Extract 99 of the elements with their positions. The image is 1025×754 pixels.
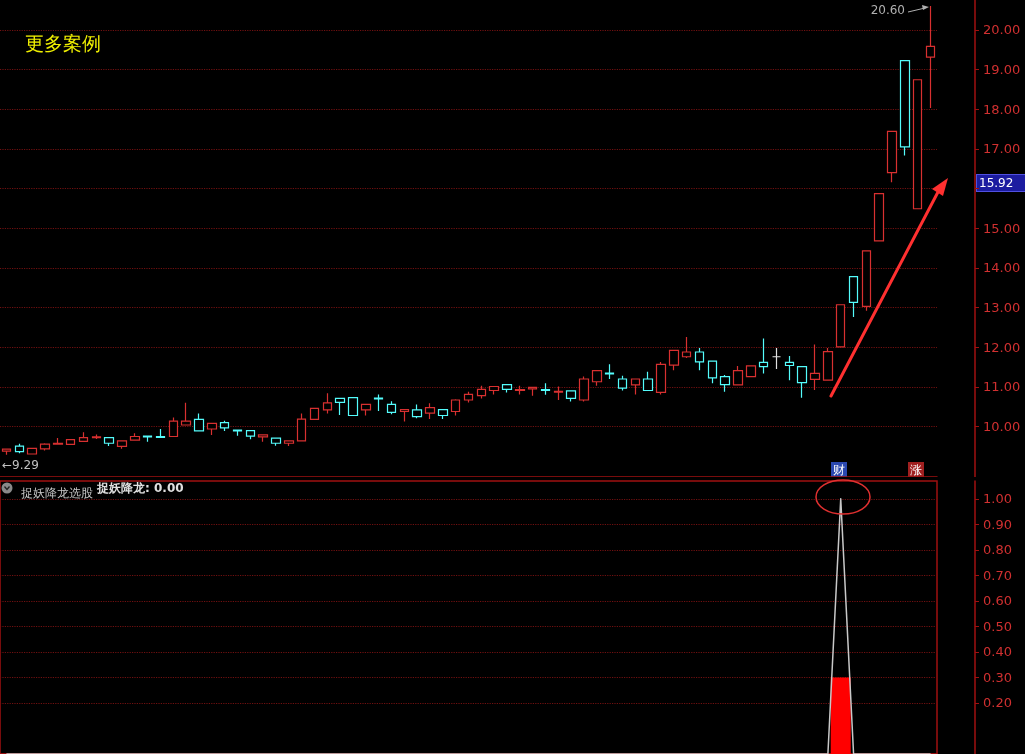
candlestick	[424, 402, 436, 420]
candlestick	[168, 416, 179, 438]
annotation: ←9.29	[2, 458, 39, 472]
candlestick	[360, 403, 372, 417]
candlestick	[822, 347, 834, 382]
candlestick	[501, 383, 513, 394]
candlestick	[103, 436, 115, 447]
candlestick	[78, 431, 89, 443]
candlestick	[655, 361, 667, 396]
candlestick	[681, 336, 692, 359]
candlestick	[142, 435, 153, 443]
text: 15.92	[979, 176, 1014, 190]
candlestick	[835, 303, 846, 348]
y-tick-label: 0.30	[983, 669, 1012, 685]
candlestick	[809, 343, 821, 391]
annotation: 20.60	[870, 3, 906, 17]
candlestick	[591, 369, 603, 387]
candlestick	[912, 78, 923, 210]
candlestick	[270, 437, 282, 447]
candlestick	[257, 433, 269, 443]
y-tick-label: 0.90	[983, 516, 1012, 532]
chart-title: 捉妖降龙选股	[21, 486, 93, 500]
candlestick	[347, 396, 359, 417]
candlestick	[707, 360, 718, 384]
candlestick	[1, 447, 12, 456]
candlestick	[873, 192, 885, 242]
y-tick-label: 0.20	[983, 695, 1012, 711]
candlestick	[861, 249, 872, 312]
candlestick	[309, 407, 320, 421]
candlestick	[206, 422, 218, 436]
candlestick	[668, 349, 680, 371]
candlestick	[411, 403, 423, 419]
candlestick	[732, 365, 744, 386]
candlestick	[617, 375, 628, 392]
y-tick-label: 18.00	[983, 101, 1021, 117]
candlestick	[373, 393, 384, 412]
candlestick	[565, 389, 577, 403]
candlestick	[642, 371, 654, 392]
candlestick	[540, 382, 551, 396]
candlestick	[437, 408, 449, 420]
y-tick-label: 17.00	[983, 141, 1021, 157]
candlestick	[771, 347, 782, 370]
candlestick	[553, 385, 564, 401]
candlestick	[283, 439, 295, 447]
candlestick	[334, 397, 346, 416]
candlestick	[758, 337, 769, 375]
candlestick	[694, 347, 705, 371]
y-tick-label: 19.00	[983, 61, 1021, 77]
candlestick	[39, 442, 51, 452]
candlestick	[155, 428, 166, 439]
y-tick-label: 0.50	[983, 618, 1012, 634]
candlestick	[116, 439, 128, 450]
y-tick-label: 1.00	[983, 491, 1012, 507]
candlestick	[14, 443, 25, 454]
candlestick	[232, 429, 243, 437]
y-tick-label: 20.00	[983, 22, 1021, 38]
y-tick-label: 0.80	[983, 542, 1012, 558]
candlestick	[476, 385, 487, 400]
candlestick	[219, 420, 230, 432]
y-tick-label: 0.40	[983, 644, 1012, 660]
candlestick	[322, 392, 333, 415]
candlestick	[578, 376, 590, 403]
annotation: 捉妖降龙: 0.00	[96, 481, 184, 495]
candlestick	[719, 374, 731, 393]
annotation: 财	[833, 463, 845, 477]
candlestick	[65, 438, 76, 446]
y-tick-label: 13.00	[983, 300, 1021, 316]
candlestick	[26, 447, 38, 455]
candlestick	[450, 398, 461, 417]
candlestick	[848, 275, 859, 318]
candlestick	[630, 377, 641, 396]
y-tick-label: 0.70	[983, 567, 1012, 583]
candlestick	[784, 355, 795, 381]
candlestick	[386, 400, 397, 415]
candlestick	[296, 412, 307, 442]
candlestick	[527, 386, 538, 397]
candlestick	[180, 402, 192, 427]
candlestick	[129, 432, 141, 442]
candlestick	[193, 412, 205, 432]
candlestick	[604, 363, 615, 380]
y-tick-label: 12.00	[983, 339, 1021, 355]
annotation: 涨	[910, 463, 922, 477]
y-tick-label: 10.00	[983, 419, 1021, 435]
candlestick	[899, 59, 911, 157]
candlestick	[886, 130, 898, 183]
candlestick	[52, 437, 64, 446]
y-tick-label: 15.00	[983, 220, 1021, 236]
candlestick	[245, 429, 256, 440]
candlestick	[488, 385, 500, 396]
y-tick-label: 0.60	[983, 593, 1012, 609]
y-tick-label: 11.00	[983, 379, 1021, 395]
candlestick	[463, 391, 474, 403]
candlestick	[91, 433, 102, 440]
text: 更多案例	[25, 31, 101, 54]
candlestick	[796, 365, 808, 399]
y-tick-label: 14.00	[983, 260, 1021, 276]
candlestick	[745, 364, 757, 378]
candlestick	[399, 408, 410, 423]
candlestick	[514, 385, 526, 396]
